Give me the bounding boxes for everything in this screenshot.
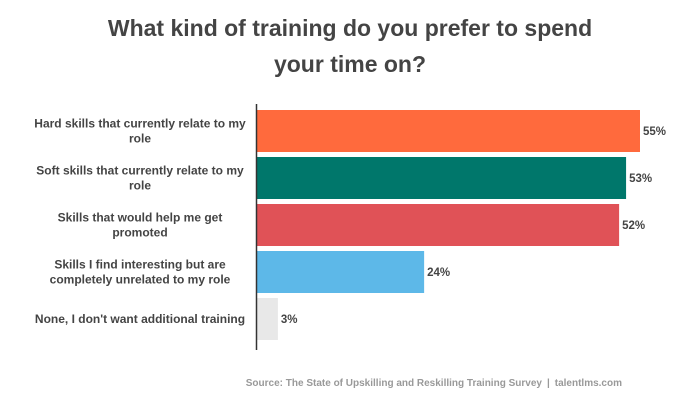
category-label-2: Soft skills that currently relate to my r…: [36, 164, 244, 193]
category-label-3: Skills that would help me get promoted: [58, 211, 223, 240]
source-site: talentlms.com: [554, 378, 622, 389]
bar-3: [257, 204, 620, 246]
category-label-1: Hard skills that currently relate to my r…: [34, 117, 246, 146]
value-label-3: 52%: [622, 220, 645, 232]
value-label-4: 24%: [427, 267, 450, 279]
chart-title-line-1: What kind of training do you prefer to s…: [107, 15, 593, 41]
source-text: Source: The State of Upskilling and Resk…: [245, 378, 542, 389]
bar-4: [257, 251, 425, 293]
value-label-5: 3%: [281, 314, 298, 326]
source-separator: |: [546, 378, 550, 389]
bar-2: [257, 157, 627, 199]
chart-title-line-2: your time on?: [273, 51, 427, 77]
chart-title: What kind of training do you prefer to s…: [0, 10, 700, 82]
bar-1: [257, 110, 640, 152]
value-label-1: 55%: [643, 126, 666, 138]
category-label-4: Skills I find interesting but are complet…: [50, 258, 231, 287]
value-label-2: 53%: [629, 173, 652, 185]
category-label-5: None, I don't want additional training: [35, 312, 245, 326]
source-footer: Source: The State of Upskilling and Resk…: [246, 378, 622, 389]
bar-5: [257, 298, 278, 340]
